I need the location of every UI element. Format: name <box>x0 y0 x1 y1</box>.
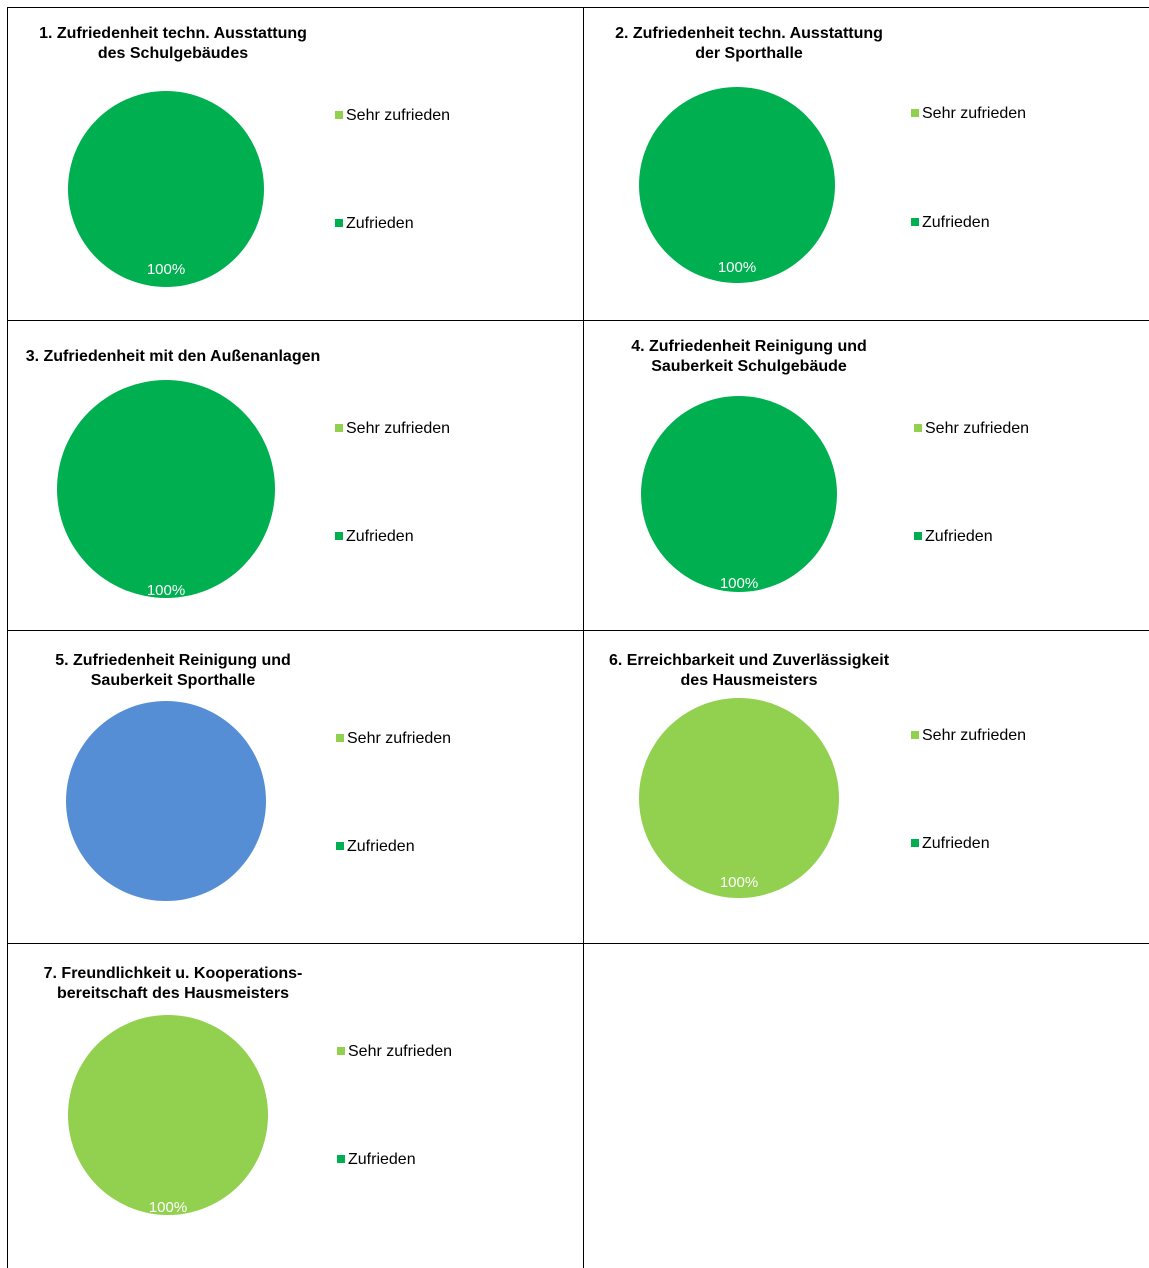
legend-label: Sehr zufrieden <box>922 105 1027 122</box>
data-label: 100% <box>720 575 758 592</box>
chart-cell-2: 2. Zufriedenheit techn. Ausstattung der S… <box>583 7 1149 321</box>
pie-chart: 100% <box>639 87 835 283</box>
chart-title-line: 5. Zufriedenheit Reinigung und <box>55 652 291 669</box>
chart-title-line: 3. Zufriedenheit mit den Außenanlagen <box>25 348 321 365</box>
pie-slice-zufrieden <box>68 91 264 287</box>
data-label: 100% <box>720 874 758 891</box>
chart-cell-6: 6. Erreichbarkeit und Zuverlässigkeit des… <box>583 630 1149 944</box>
legend-swatch <box>914 424 922 432</box>
legend-swatch <box>337 1155 345 1163</box>
chart-cell-7: 7. Freundlichkeit u. Kooperations-bereit… <box>7 943 584 1268</box>
chart-title-line: des Schulgebäudes <box>97 45 249 62</box>
pie-chart: 100% <box>68 1015 268 1216</box>
legend-swatch <box>335 111 343 119</box>
legend-label: Zufrieden <box>922 835 990 852</box>
chart-title: 4. Zufriedenheit Reinigung und Sauberkeit… <box>584 337 914 377</box>
legend-item-sehr-zufrieden: Sehr zufrieden <box>337 1043 452 1061</box>
legend-item-sehr-zufrieden: Sehr zufrieden <box>335 420 450 438</box>
legend-item-sehr-zufrieden: Sehr zufrieden <box>335 107 450 125</box>
pie-slice-sehr-zufrieden <box>68 1015 268 1215</box>
legend-swatch <box>914 532 922 540</box>
chart-cell-3: 3. Zufriedenheit mit den Außenanlagen 100… <box>7 320 584 631</box>
chart-grid: 1. Zufriedenheit techn. Ausstattung des S… <box>7 7 1149 1268</box>
chart-title-line: 4. Zufriedenheit Reinigung und <box>631 338 867 355</box>
legend-item-zufrieden: Zufrieden <box>335 528 414 546</box>
data-label: 100% <box>718 259 756 276</box>
legend-item-zufrieden: Zufrieden <box>336 838 415 856</box>
legend-item-zufrieden: Zufrieden <box>914 528 993 546</box>
legend-label: Sehr zufrieden <box>346 420 451 437</box>
legend-item-sehr-zufrieden: Sehr zufrieden <box>911 727 1026 745</box>
legend-swatch <box>336 842 344 850</box>
legend-swatch <box>337 1047 345 1055</box>
chart-title-line: 7. Freundlichkeit u. Kooperations- <box>43 965 303 982</box>
chart-title-line: 6. Erreichbarkeit und Zuverlässigkeit <box>608 652 890 669</box>
legend-label: Zufrieden <box>348 1151 416 1168</box>
chart-title-line: der Sporthalle <box>695 45 803 62</box>
pie-chart: 100% <box>641 396 837 592</box>
chart-title: 6. Erreichbarkeit und Zuverlässigkeit des… <box>584 651 914 691</box>
chart-title: 7. Freundlichkeit u. Kooperations-bereit… <box>8 964 338 1004</box>
legend-swatch <box>335 424 343 432</box>
data-label: 100% <box>147 582 185 599</box>
data-label: 100% <box>147 261 185 278</box>
empty-cell <box>583 943 1149 1268</box>
legend-label: Sehr zufrieden <box>348 1043 453 1060</box>
chart-title-line: Sauberkeit Schulgebäude <box>651 358 847 375</box>
pie-chart: 100% <box>68 91 264 287</box>
pie-slice-empty <box>66 701 266 901</box>
legend-label: Sehr zufrieden <box>925 420 1030 437</box>
pie-chart: 100% <box>639 698 839 898</box>
pie-slice-zufrieden <box>639 87 835 283</box>
chart-title: 5. Zufriedenheit Reinigung und Sauberkeit… <box>8 651 338 691</box>
chart-title-line: 2. Zufriedenheit techn. Ausstattung <box>615 25 883 42</box>
chart-title-line: des Hausmeisters <box>680 672 818 689</box>
chart-title-line: bereitschaft des Hausmeisters <box>56 985 290 1002</box>
chart-title: 3. Zufriedenheit mit den Außenanlagen <box>8 347 338 367</box>
legend-item-zufrieden: Zufrieden <box>335 215 414 233</box>
legend-label: Sehr zufrieden <box>346 107 451 124</box>
chart-cell-5: 5. Zufriedenheit Reinigung und Sauberkeit… <box>7 630 584 944</box>
pie-slice-zufrieden <box>641 396 837 592</box>
legend-label: Zufrieden <box>922 214 990 231</box>
legend-swatch <box>911 731 919 739</box>
legend-swatch <box>336 734 344 742</box>
legend-item-zufrieden: Zufrieden <box>911 835 990 853</box>
data-label: 100% <box>149 1199 187 1216</box>
pie-slice-zufrieden <box>57 380 275 598</box>
legend-label: Zufrieden <box>347 838 415 855</box>
legend-label: Zufrieden <box>346 215 414 232</box>
legend-label: Zufrieden <box>346 528 414 545</box>
pie-chart: 100% <box>57 380 275 599</box>
chart-title: 1. Zufriedenheit techn. Ausstattung des S… <box>8 24 338 64</box>
chart-title-line: Sauberkeit Sporthalle <box>90 672 256 689</box>
legend-label: Sehr zufrieden <box>922 727 1027 744</box>
legend-item-sehr-zufrieden: Sehr zufrieden <box>336 730 451 748</box>
legend-swatch <box>911 839 919 847</box>
chart-cell-1: 1. Zufriedenheit techn. Ausstattung des S… <box>7 7 584 321</box>
pie-chart <box>66 701 266 901</box>
legend-label: Zufrieden <box>925 528 993 545</box>
pie-slice-sehr-zufrieden <box>639 698 839 898</box>
chart-title-line: 1. Zufriedenheit techn. Ausstattung <box>39 25 307 42</box>
legend-item-sehr-zufrieden: Sehr zufrieden <box>914 420 1029 438</box>
legend-swatch <box>911 218 919 226</box>
legend-item-zufrieden: Zufrieden <box>911 214 990 232</box>
chart-title: 2. Zufriedenheit techn. Ausstattung der S… <box>584 24 914 64</box>
legend-item-sehr-zufrieden: Sehr zufrieden <box>911 105 1026 123</box>
legend-item-zufrieden: Zufrieden <box>337 1151 416 1169</box>
chart-cell-4: 4. Zufriedenheit Reinigung und Sauberkeit… <box>583 320 1149 631</box>
legend-swatch <box>335 532 343 540</box>
legend-swatch <box>335 219 343 227</box>
legend-label: Sehr zufrieden <box>347 730 452 747</box>
legend-swatch <box>911 109 919 117</box>
